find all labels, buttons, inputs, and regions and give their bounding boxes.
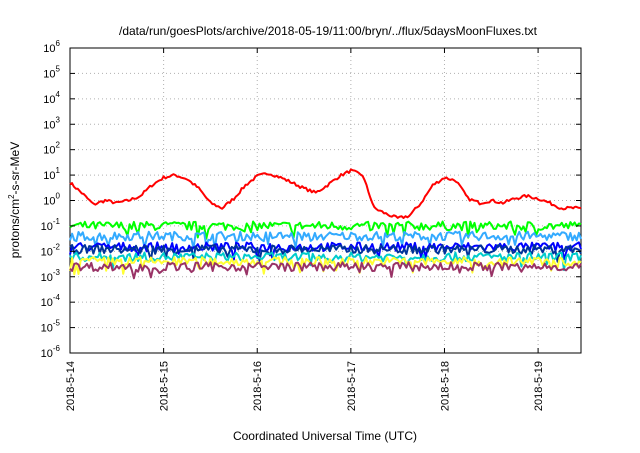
x-tick-label: 2018-5-18 (439, 361, 451, 411)
y-tick-base: 10 (41, 272, 53, 284)
y-tick-label: 10-4 (41, 293, 61, 309)
y-tick-label: 104 (43, 90, 60, 106)
y-tick-label: 10-1 (41, 217, 61, 233)
y-tick-label: 105 (43, 64, 60, 80)
y-tick-base: 10 (43, 145, 55, 157)
y-tick-exponent: 3 (56, 115, 61, 124)
grid (70, 48, 581, 353)
y-tick-label: 103 (43, 115, 60, 131)
x-tick-label: 2018-5-14 (65, 361, 77, 411)
y-axis-title-prefix: protons/cm (8, 199, 22, 258)
x-tick-label: 2018-5-19 (533, 361, 545, 411)
y-tick-base: 10 (41, 297, 53, 309)
series-line-8 (69, 261, 582, 280)
y-tick-base: 10 (43, 170, 55, 182)
y-tick-exponent: -4 (53, 293, 61, 302)
y-tick-label: 10-5 (41, 319, 61, 335)
series-layer (69, 168, 582, 280)
y-tick-base: 10 (43, 94, 55, 106)
y-tick-exponent: -2 (53, 242, 61, 251)
series-line-5 (69, 244, 582, 263)
y-tick-exponent: -1 (53, 217, 61, 226)
series-line-1 (69, 168, 582, 219)
y-tick-base: 10 (43, 119, 55, 131)
y-tick-label: 101 (43, 166, 60, 182)
y-tick-label: 106 (43, 39, 60, 55)
y-tick-exponent: -3 (53, 268, 61, 277)
y-tick-label: 102 (43, 141, 60, 157)
y-tick-base: 10 (43, 196, 55, 208)
x-tick-label: 2018-5-16 (252, 361, 264, 411)
y-axis-title-sup: 2 (7, 194, 16, 199)
x-tick-label: 2018-5-17 (346, 361, 358, 411)
series-line-3 (69, 230, 582, 251)
y-tick-label: 10-3 (41, 268, 61, 284)
y-tick-base: 10 (43, 68, 55, 80)
chart-title: /data/run/goesPlots/archive/2018-05-19/1… (119, 24, 538, 38)
y-axis-title: protons/cm2-s-sr-MeV (7, 142, 22, 258)
y-tick-base: 10 (43, 43, 55, 55)
y-tick-exponent: 0 (56, 192, 61, 201)
y-tick-label: 10-2 (41, 242, 61, 258)
y-tick-exponent: 2 (56, 141, 61, 150)
y-tick-base: 10 (41, 348, 53, 360)
y-tick-exponent: -6 (53, 344, 61, 353)
y-tick-base: 10 (41, 221, 53, 233)
y-tick-exponent: 4 (56, 90, 61, 99)
y-tick-label: 10-6 (41, 344, 61, 360)
y-tick-exponent: 6 (56, 39, 61, 48)
x-axis-title: Coordinated Universal Time (UTC) (233, 429, 417, 443)
y-tick-base: 10 (41, 323, 53, 335)
y-axis-title-suffix: -s-sr-MeV (8, 142, 22, 195)
y-tick-base: 10 (41, 246, 53, 258)
y-tick-exponent: 1 (56, 166, 61, 175)
y-tick-exponent: 5 (56, 64, 61, 73)
x-axis: 2018-5-14 2018-5-15 2018-5-16 2018-5-17 2018… (65, 48, 545, 411)
series-line-2 (69, 220, 582, 240)
x-tick-label: 2018-5-15 (159, 361, 171, 411)
y-tick-exponent: -5 (53, 319, 61, 328)
y-tick-label: 100 (43, 192, 60, 208)
y-axis: 10610510410310210110010-110-210-310-410-… (41, 39, 581, 360)
